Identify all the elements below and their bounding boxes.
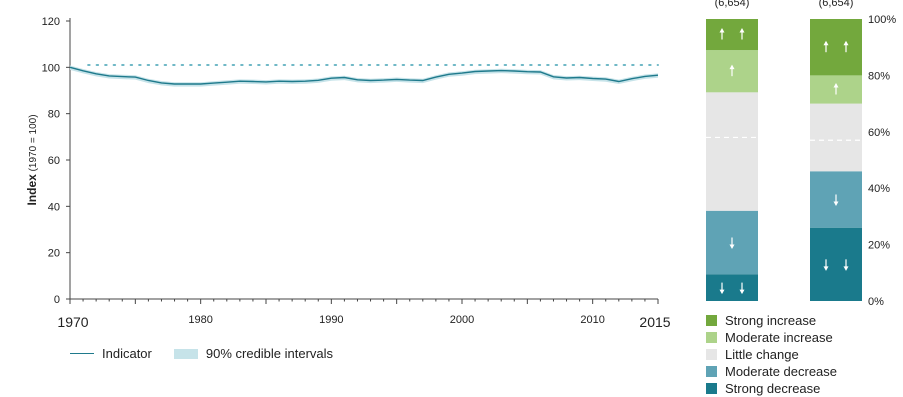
ci-legend-label: 90% credible intervals <box>205 346 334 361</box>
legend-swatch-strong-decrease <box>706 383 717 394</box>
bar-y-tick-label: 60% <box>868 127 890 139</box>
y-tick-label: 100 <box>42 62 60 74</box>
arrow-up-icon-head <box>729 64 735 70</box>
x-tick-label: 2010 <box>580 314 604 326</box>
legend-little-change: Little change <box>706 346 837 363</box>
bar-segment-strong-decrease <box>810 227 862 301</box>
x-tick-label: 2015 <box>639 314 670 330</box>
bar-segment-little-change <box>706 92 758 211</box>
y-tick-label: 60 <box>48 155 60 167</box>
legend-swatch-moderate-increase <box>706 332 717 343</box>
y-axis-title-sub: (1970 = 100) <box>28 114 39 174</box>
arrow-down-icon-head <box>833 201 839 206</box>
bar-count-label: (6,654) <box>819 0 854 9</box>
legend-label-moderate-decrease: Moderate decrease <box>725 364 838 379</box>
y-axis-title-main: Index <box>25 174 39 206</box>
arrow-up-icon-head <box>719 28 725 33</box>
x-tick-label: 1970 <box>57 314 88 330</box>
legend-swatch-strong-increase <box>706 315 717 326</box>
arrow-up-icon-head <box>843 40 849 46</box>
legend-label-little-change: Little change <box>725 347 799 362</box>
y-axis-title: Index (1970 = 100) <box>25 114 39 205</box>
y-tick-label: 40 <box>48 201 60 213</box>
arrow-down-icon-head <box>843 266 849 271</box>
bar-segment-strong-decrease <box>706 274 758 301</box>
y-tick-label: 120 <box>42 16 60 28</box>
x-tick-label: 1980 <box>188 314 212 326</box>
legend-swatch-moderate-decrease <box>706 366 717 377</box>
legend-strong-decrease: Strong decrease <box>706 380 837 397</box>
indicator-legend-label: Indicator <box>102 346 152 361</box>
legend-label-strong-decrease: Strong decrease <box>725 381 821 396</box>
arrow-down-icon-head <box>729 244 735 249</box>
legend-moderate-increase: Moderate increase <box>706 329 837 346</box>
arrow-down-icon-head <box>823 266 829 271</box>
indicator-line <box>69 66 659 85</box>
arrow-down-icon-head <box>719 289 725 295</box>
bar-y-tick-label: 0% <box>868 296 884 308</box>
bar-y-tick-label: 40% <box>868 183 890 195</box>
legend-strong-increase: Strong increase <box>706 312 837 329</box>
legend-label-moderate-increase: Moderate increase <box>725 330 833 345</box>
bar-y-tick-label: 20% <box>868 240 890 252</box>
line-legend: Indicator 90% credible intervals <box>70 346 333 361</box>
credible-interval-band <box>70 65 658 87</box>
bar-segment-strong-increase <box>810 19 862 76</box>
x-tick-label: 1990 <box>319 314 343 326</box>
y-tick-label: 0 <box>54 294 60 306</box>
arrow-up-icon-head <box>833 83 839 88</box>
y-tick-label: 20 <box>48 248 60 260</box>
x-tick-label: 2000 <box>450 314 474 326</box>
y-tick-label: 80 <box>48 109 60 121</box>
legend-label-strong-increase: Strong increase <box>725 313 817 328</box>
ci-legend-swatch <box>173 348 198 359</box>
legend-moderate-decrease: Moderate decrease <box>706 363 837 380</box>
bar-segment-little-change <box>810 103 862 172</box>
legend-swatch-little-change <box>706 349 717 360</box>
bar-count-label: (6,654) <box>715 0 750 9</box>
bar-y-tick-label: 80% <box>868 70 890 82</box>
bar-legend: Strong increase Moderate increase Little… <box>706 312 837 397</box>
bar-segment-strong-increase <box>706 19 758 51</box>
arrow-down-icon-head <box>739 289 745 295</box>
indicator-legend-swatch <box>70 353 94 354</box>
bar-y-tick-label: 100% <box>868 14 896 26</box>
arrow-up-icon-head <box>739 28 745 33</box>
arrow-up-icon-head <box>823 40 829 46</box>
